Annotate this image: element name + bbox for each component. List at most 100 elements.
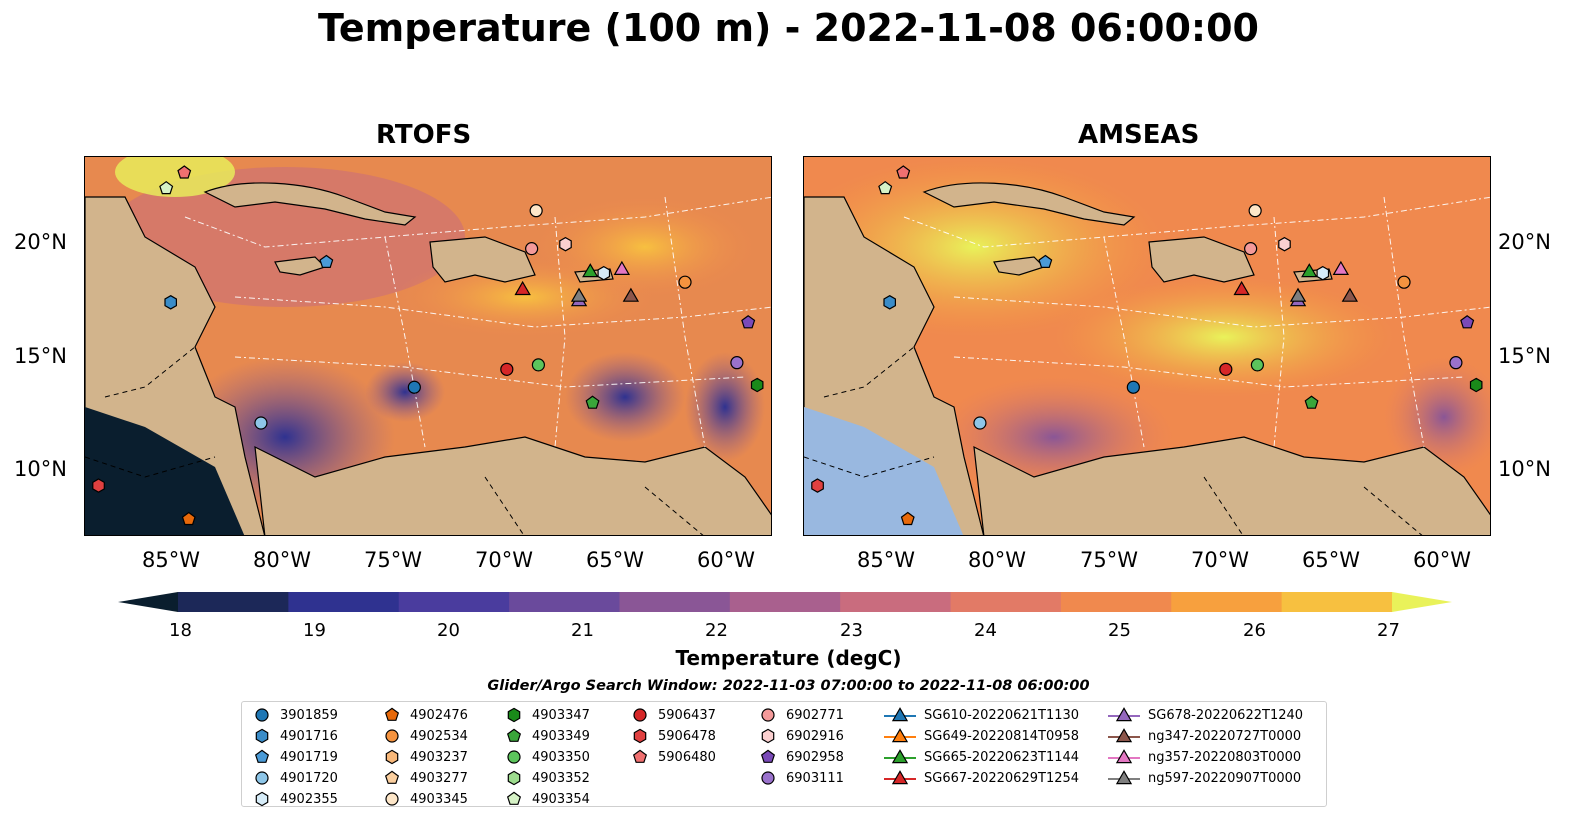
legend-label: 4902355 [280,791,338,807]
legend-label: 4902534 [410,728,468,744]
legend-item: ng357-20220803T0000 [1106,747,1301,767]
legend-label: ng357-20220803T0000 [1148,749,1302,765]
legend-item: 5906478 [628,726,716,746]
legend-marker [633,708,647,722]
legend-marker [385,792,399,806]
platform-markers [811,165,1483,526]
platform-marker-6902771 [1244,242,1258,256]
platform-marker-SG667-20220629T1254 [514,280,531,296]
lon-label-85w: 85°W [857,548,915,572]
legend-label: 4902476 [410,707,468,723]
colorbar-band [178,592,289,612]
platform-marker-ng597-20220907T0000 [570,287,588,302]
colorbar-tick: 24 [974,620,997,641]
legend-marker [1108,707,1140,722]
legend-label: 6903111 [786,770,844,786]
legend-label: 4903354 [532,791,590,807]
colorbar-band [950,592,1062,612]
legend-item: SG649-20220814T0958 [882,726,1079,746]
colorbar-band [288,592,400,612]
legend-label: 4901716 [280,728,338,744]
country-borders [804,346,1423,535]
lon-label-85w: 85°W [142,548,200,572]
colorbar-tick: 22 [705,620,728,641]
legend-item: SG665-20220623T1144 [882,747,1079,767]
amseas-map-canvas [804,157,1490,535]
legend-label: SG665-20220623T1144 [924,749,1080,765]
legend-item: 4901720 [250,768,338,788]
legend-item: 4903349 [502,726,590,746]
platform-marker-SG665-20220623T1144 [582,263,599,278]
platform-marker-4903349 [1304,395,1319,409]
colorbar-tick: 25 [1108,620,1131,641]
legend-item: 4902534 [380,726,468,746]
platform-marker-6902958 [1460,315,1475,329]
platform-marker-SG667-20220629T1254 [1233,280,1250,296]
country-borders [85,346,704,535]
lat-label-15n-right: 15°N [1498,344,1551,368]
cuba-land [922,182,1136,226]
platform-marker-4903350 [531,358,546,372]
jamaica-land [993,256,1046,276]
platform-marker-4902476 [181,511,196,526]
legend-label: ng347-20220727T0000 [1148,728,1302,744]
platform-marker-5906478 [811,478,824,493]
panel-title-amseas: AMSEAS [1078,120,1200,150]
platform-marker-ng597-20220907T0000 [1289,287,1307,302]
platform-marker-4903354 [878,180,893,195]
cuba-land [203,182,417,226]
legend-label: 5906437 [658,707,716,723]
lon-label-75w: 75°W [364,548,422,572]
legend-marker [255,728,269,744]
legend-label: 3901859 [280,707,338,723]
legend-marker [255,708,269,722]
legend-marker [1108,749,1140,764]
legend-marker [507,750,521,764]
legend-item: 5906437 [628,705,716,725]
lon-label-75w: 75°W [1080,548,1138,572]
platform-marker-6902958 [741,315,756,329]
jamaica-land [274,256,327,276]
search-window-caption: Glider/Argo Search Window: 2022-11-03 07… [487,678,1090,694]
lon-label-80w: 80°W [253,548,311,572]
platform-marker-6903111 [1449,356,1463,370]
colorbar-band [509,592,620,612]
legend-marker [633,728,647,744]
legend-marker [884,770,916,785]
legend-item: 6902771 [756,705,844,725]
legend-marker [255,771,269,785]
platform-marker-4902476 [900,511,915,526]
lon-label-70w: 70°W [1191,548,1249,572]
legend-label: 4903277 [410,770,468,786]
legend-label: 4901720 [280,770,338,786]
legend-label: 6902771 [786,707,844,723]
legend-label: 4903350 [532,749,590,765]
legend-marker [385,729,399,743]
hispaniola-land [429,236,536,283]
platform-marker-4901720 [254,416,268,430]
legend-marker [384,770,400,784]
legend-marker [760,749,776,763]
legend-item: 6902916 [756,726,844,746]
platform-marker-4903345 [529,204,543,218]
platform-markers [92,165,764,526]
legend-marker [632,749,648,763]
legend-item: 3901859 [250,705,338,725]
lat-label-10n-right: 10°N [1498,457,1551,481]
colorbar-band [1281,592,1393,612]
legend-marker [1108,770,1140,785]
platform-marker-6903111 [730,356,744,370]
rtofs-map [84,156,772,536]
legend-label: 4901719 [280,749,338,765]
legend-item: 6903111 [756,768,844,788]
platform-marker-4903345 [1248,204,1262,218]
platform-marker-4903347 [750,377,764,393]
colorbar-band [840,592,952,612]
legend-item: 5906480 [628,747,716,767]
colorbar-tick: 18 [169,620,192,641]
legend-item: 4903277 [380,768,468,788]
legend-marker [761,728,775,744]
platform-marker-5906480 [177,165,192,179]
platform-marker-4902534 [1397,275,1411,289]
platform-marker-4901719 [1038,254,1053,269]
